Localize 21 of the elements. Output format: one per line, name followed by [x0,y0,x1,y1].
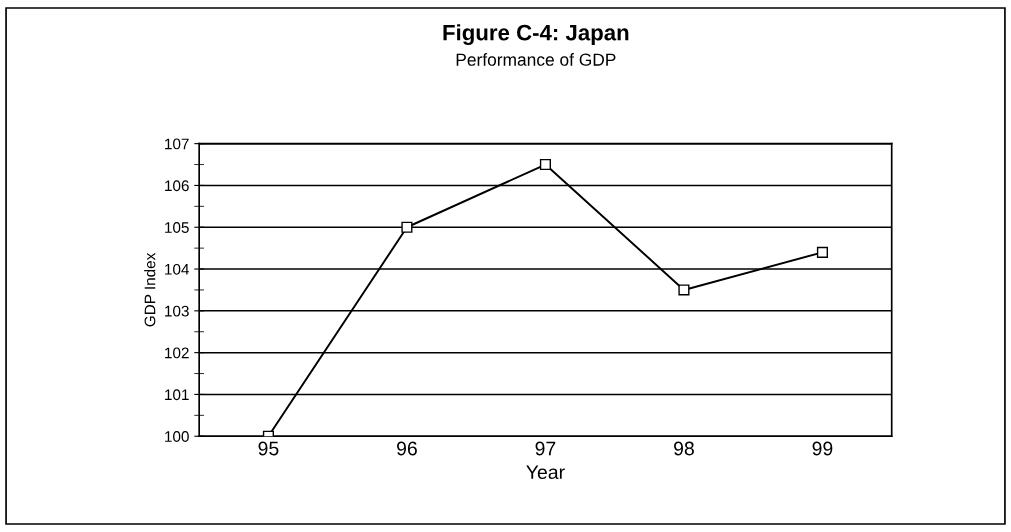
point [539,158,551,171]
y-tick-label: 102 [165,347,189,359]
x-axis-title: Year [526,465,565,480]
y-tick-label: 104 [165,263,189,275]
y-tick-label: 107 [165,138,189,150]
point [401,221,413,233]
chart-title: Figure C-4: Japan [443,24,629,45]
y-tick-label: 106 [165,180,189,192]
y-tick-label: 103 [165,305,189,317]
chart-subtitle: Performance of GDP [456,53,616,66]
x-tick-label: 99 [812,441,833,456]
y-axis-title: GDP Index [144,252,156,327]
x-tick-label: 96 [397,441,417,456]
x-tick-label: 97 [535,441,556,456]
x-tick-label: 98 [674,441,694,456]
y-tick-label: 105 [165,222,189,233]
y-tick-label: 100 [165,431,189,442]
point [678,284,690,296]
x-tick-label: 95 [258,441,279,456]
y-tick-label: 101 [165,389,189,401]
point [816,246,829,258]
